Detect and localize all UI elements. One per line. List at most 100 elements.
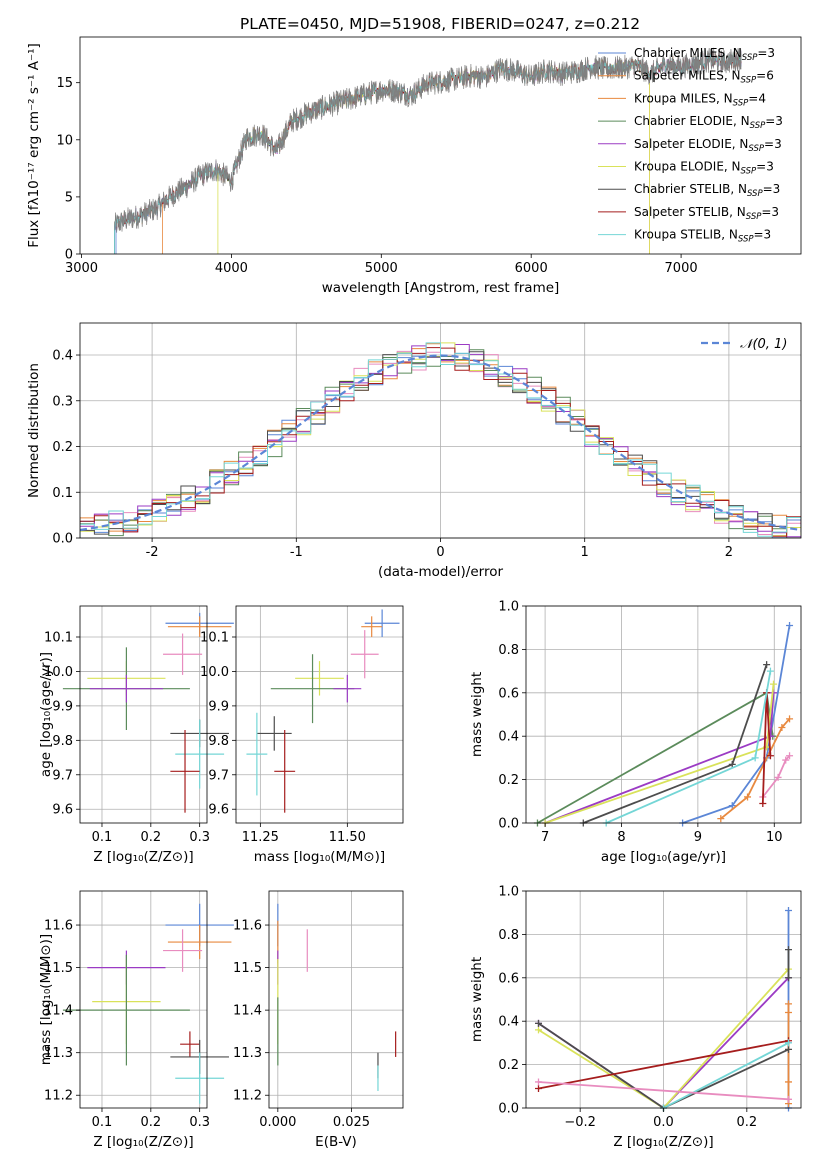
weight_vs_Z-marker-salpeter_miles-0 <box>785 1000 792 1008</box>
weight_vs_Z-marker-chabrier_miles-0 <box>785 907 792 915</box>
weight_vs_Z-xtick-label-0: −0.2 <box>564 1115 596 1130</box>
legend-suffix-kroupa_stelib: =3 <box>754 228 772 242</box>
residuals-xlabel: (data-model)/error <box>378 564 504 580</box>
residuals-xtick-label-3: 1 <box>581 545 589 560</box>
legend-text-salpeter_elodie: Salpeter ELODIE, N <box>634 137 748 151</box>
weight_vs_Z-marker-kroupa_miles-1 <box>785 1095 792 1103</box>
legend-label-salpeter_elodie: Salpeter ELODIE, NSSP=3 <box>634 137 782 154</box>
age_vs_Z-xtick-label-1: 0.2 <box>140 830 161 845</box>
weight_vs_age-plot-area <box>526 606 801 823</box>
weight_vs_age-ytick-label-4: 0.8 <box>498 643 519 658</box>
spectrum-observed-line <box>114 47 742 233</box>
weight_vs_age-marker-kroupa_miles-2 <box>782 756 790 764</box>
legend-sub-chabrier_elodie: SSP <box>750 121 766 131</box>
legend-text-kroupa_stelib: Kroupa STELIB, N <box>634 228 738 242</box>
weight_vs_Z-marker-salpeter_miles-2 <box>785 1078 792 1086</box>
age_vs_mass-ytick-label-5: 10.1 <box>200 631 229 646</box>
legend-sub-chabrier_stelib: SSP <box>747 189 763 199</box>
age_vs_Z-ytick-label-0: 9.6 <box>52 803 73 818</box>
legend-label-kroupa_elodie: Kroupa ELODIE, NSSP=3 <box>634 160 774 177</box>
age_vs_mass-frame <box>235 605 404 824</box>
residuals-xtick-label-0: -2 <box>146 545 159 560</box>
weight_vs_Z-xlabel: Z [log₁₀(Z/Z⊙)] <box>613 1134 713 1150</box>
age_vs_mass-ytick-label-3: 9.9 <box>208 699 229 714</box>
weight_vs_Z-ytick-label-3: 0.6 <box>498 971 519 986</box>
weight_vs_age-marker-salpeter_stelib-2 <box>766 752 774 760</box>
weight_vs_Z-ytick-label-5: 1.0 <box>498 885 519 900</box>
age_vs_Z-ytick-label-4: 10.0 <box>44 665 73 680</box>
age_vs_mass-xlabel: mass [log₁₀(M/M⊙)] <box>254 849 385 865</box>
mass_vs_Z-ytick-label-4: 11.6 <box>44 919 73 934</box>
weight_vs_age-marker-chabrier_stelib-2 <box>763 661 771 669</box>
weight_vs_age-marker-chabrier_stelib-1 <box>728 760 736 768</box>
legend-suffix-kroupa_miles: =4 <box>748 91 766 105</box>
age_vs_Z-frame <box>79 605 208 824</box>
mass_vs_ebv-xlabel: E(B-V) <box>315 1134 357 1150</box>
weight_vs_age-marker-kroupa_elodie-2 <box>770 680 777 688</box>
residuals-xtick-label-2: 0 <box>436 545 444 560</box>
age_vs_mass-plot-area <box>236 606 403 823</box>
spectrum-ytick-label-2: 10 <box>56 133 73 148</box>
mass_vs_Z-panel: 0.1 0.2 0.3 11.2 11.3 11.4 11.5 11.6 Z [log₁₀(Z/… <box>38 890 234 1150</box>
weight_vs_age-ytick-label-3: 0.6 <box>498 686 519 701</box>
spectrum-xlabel: wavelength [Angstrom, rest frame] <box>322 280 560 296</box>
legend-text-salpeter_miles: Salpeter MILES, N <box>634 69 741 83</box>
legend-label-salpeter_miles: Salpeter MILES, NSSP=6 <box>634 69 774 86</box>
age_vs_mass-ytick-label-2: 9.8 <box>208 734 229 749</box>
weight_vs_Z-marker-chabrier_stelib-2 <box>785 1045 792 1053</box>
weight_vs_age-xtick-label-2: 9 <box>694 830 702 845</box>
spectrum-ytick-label-1: 5 <box>65 190 73 205</box>
weight_vs_age-line-kroupa_miles <box>762 755 791 798</box>
residuals-xtick-label-1: -1 <box>290 545 303 560</box>
age_vs_Z-ylabel: age [log₁₀(age/yr)] <box>38 652 54 777</box>
weight_vs_Z-ytick-label-1: 0.2 <box>498 1058 519 1073</box>
legend-sub-chabrier_miles: SSP <box>742 53 758 63</box>
weight_vs_Z-marker-kroupa_miles-0 <box>535 1078 542 1086</box>
legend-text-kroupa_miles: Kroupa MILES, N <box>634 91 733 105</box>
residuals-ytick-label-4: 0.4 <box>52 349 73 364</box>
mass_vs_ebv-xtick-label-0: 0.000 <box>259 1115 296 1130</box>
residuals-ytick-label-2: 0.2 <box>52 440 73 455</box>
legend-suffix-chabrier_elodie: =3 <box>765 114 783 128</box>
mass_vs_Z-xtick-label-2: 0.3 <box>189 1115 210 1130</box>
residuals-data <box>80 342 801 538</box>
legend-label-salpeter_stelib: Salpeter STELIB, NSSP=3 <box>634 205 779 222</box>
weight_vs_age-line-chabrier_miles <box>682 625 791 824</box>
residuals-panel: -2 -1 0 1 2 0.0 0.1 0.2 0.3 0.4 (data-model)/error… <box>26 322 802 580</box>
legend-text-salpeter_stelib: Salpeter STELIB, N <box>634 205 746 219</box>
age_vs_Z-ytick-label-5: 10.1 <box>44 631 73 646</box>
legend-suffix-salpeter_miles: =6 <box>756 69 774 83</box>
spectrum-frame <box>79 36 802 255</box>
weight_vs_age-marker-chabrier_miles-3 <box>786 622 794 630</box>
legend-suffix-salpeter_elodie: =3 <box>764 137 782 151</box>
weight_vs_age-ylabel: mass weight <box>469 672 485 757</box>
residuals-xtick-label-4: 2 <box>725 545 733 560</box>
legend-sub-salpeter_stelib: SSP <box>746 212 762 222</box>
weight_vs_age-xlabel: age [log₁₀(age/yr)] <box>601 849 726 865</box>
legend-text-chabrier_elodie: Chabrier ELODIE, N <box>634 114 750 128</box>
weight_vs_Z-line-kroupa_miles <box>538 1081 789 1101</box>
residuals-ytick-label-0: 0.0 <box>52 532 73 547</box>
weight_vs_age-marker-salpeter_miles-2 <box>778 724 786 732</box>
legend-suffix-chabrier_stelib: =3 <box>763 182 781 196</box>
age_vs_Z-plot-area <box>80 606 207 823</box>
legend-sub-kroupa_miles: SSP <box>733 98 749 108</box>
weight_vs_age-panel: 7 8 9 10 0.0 0.2 0.4 0.6 0.8 1.0 age [log₁₀(age/yr… <box>469 600 802 865</box>
mass_vs_Z-xtick-label-1: 0.2 <box>140 1115 161 1130</box>
age_vs_Z-xtick-label-2: 0.3 <box>189 830 210 845</box>
weight_vs_age-frame <box>525 605 802 824</box>
weight_vs_Z-marker-chabrier_stelib_b-1 <box>785 974 792 982</box>
spectrum-xtick-label-4: 7000 <box>665 261 698 276</box>
spectrum-panel: 3000 4000 5000 6000 7000 0 5 10 15 wavelength [An… <box>26 36 802 296</box>
mass_vs_ebv-xtick-label-1: 0.025 <box>333 1115 370 1130</box>
mass_vs_ebv-plot-area <box>269 891 403 1108</box>
age_vs_Z-data <box>62 612 234 813</box>
weight_vs_Z-line-salpeter_stelib <box>538 1039 789 1090</box>
weight_vs_Z-marker-salpeter_miles-1 <box>785 1009 792 1017</box>
age_vs_Z-xtick-label-0: 0.1 <box>92 830 113 845</box>
legend-label-chabrier_elodie: Chabrier ELODIE, NSSP=3 <box>634 114 783 131</box>
mass_vs_ebv-data <box>277 903 397 1091</box>
legend-sub-kroupa_stelib: SSP <box>738 235 754 245</box>
